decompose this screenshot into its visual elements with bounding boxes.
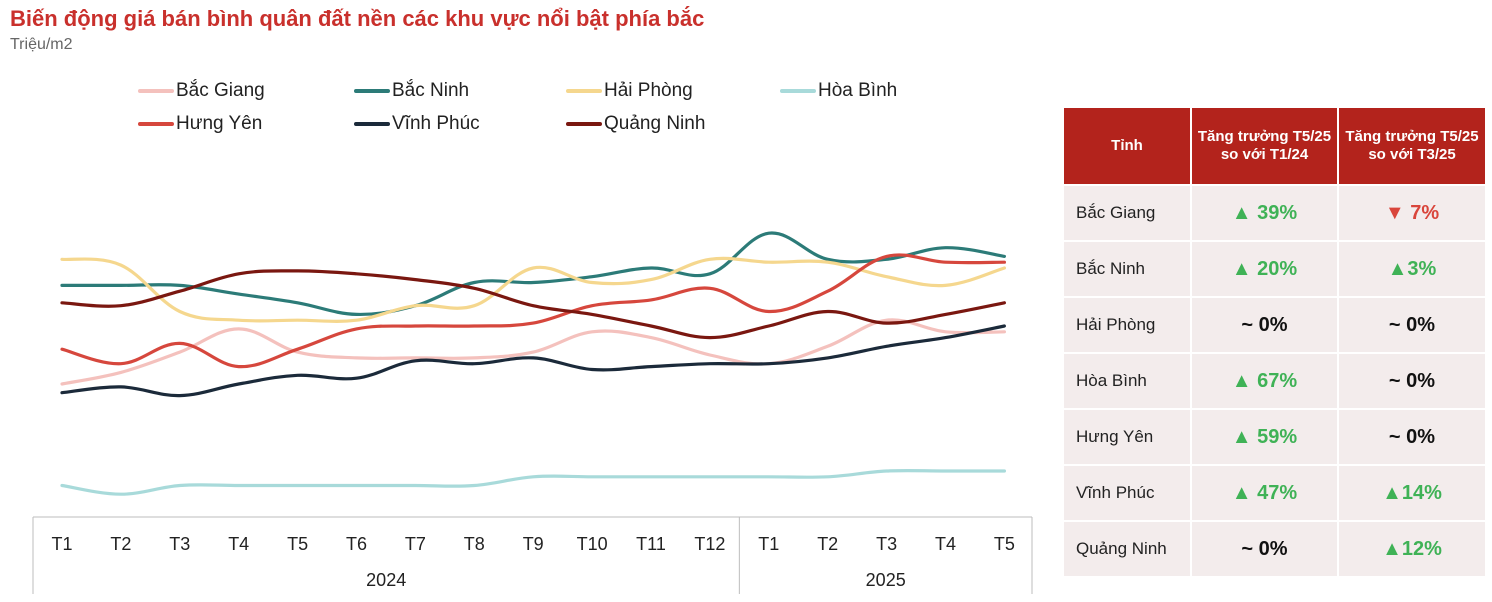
x-tick-label: T8 (464, 534, 485, 554)
province-cell: Bắc Giang (1064, 184, 1191, 241)
province-cell: Hải Phòng (1064, 296, 1191, 353)
x-tick-label: T2 (110, 534, 131, 554)
series-line (60, 269, 1006, 340)
x-tick-label: T6 (346, 534, 367, 554)
legend-label: Bắc Giang (176, 80, 265, 101)
legend-label: Vĩnh Phúc (392, 113, 480, 134)
line-chart: 2024 2025 T1 T2 T3 T4 T5 T6 T7 T8 T9 T10 T11 T12 T1 T2 T… (32, 231, 1033, 594)
province-cell: Hòa Bình (1064, 352, 1191, 409)
x-tick-label: T7 (405, 534, 426, 554)
x-tick-label: T4 (228, 534, 249, 554)
x-tick-label: T1 (51, 534, 72, 554)
province-cell: Bắc Ninh (1064, 240, 1191, 297)
growth-vs-t3-25-cell: ▲12% (1337, 520, 1485, 576)
x-tick-label: T11 (636, 534, 666, 554)
legend-item: Hưng Yên (138, 113, 262, 135)
series-line (60, 231, 1006, 317)
chart-title: Biến động giá bán bình quân đất nền các … (10, 6, 705, 31)
growth-vs-t1-24-cell: ~ 0% (1190, 296, 1338, 353)
legend-swatch (566, 122, 602, 126)
header-province: Tỉnh (1064, 108, 1191, 185)
legend-item: Hải Phòng (566, 80, 693, 102)
legend-swatch (354, 89, 390, 93)
legend-label: Hải Phòng (604, 80, 693, 101)
legend-item: Bắc Ninh (354, 80, 469, 102)
growth-vs-t3-25-cell: ~ 0% (1337, 296, 1485, 353)
x-group-label: 2024 (366, 570, 406, 590)
growth-vs-t1-24-cell: ▲ 47% (1190, 464, 1338, 521)
legend-swatch (138, 89, 174, 93)
x-tick-label: T9 (523, 534, 544, 554)
x-group-label: 2025 (866, 570, 906, 590)
series-line (60, 468, 1006, 496)
growth-vs-t1-24-cell: ▲ 39% (1190, 184, 1338, 241)
legend-label: Hưng Yên (176, 113, 263, 134)
header-growth-vs-t3-25: Tăng trưởng T5/25 so với T3/25 (1337, 108, 1485, 185)
growth-vs-t1-24-cell: ▲ 59% (1190, 408, 1338, 465)
growth-vs-t1-24-cell: ▲ 67% (1190, 352, 1338, 409)
table-row: Vĩnh Phúc ▲ 47% ▲14% (1064, 464, 1485, 521)
chart-unit: Triệu/m2 (10, 36, 73, 53)
growth-table: Tỉnh Tăng trưởng T5/25 so với T1/24 Tăng… (1064, 108, 1485, 576)
x-tick-label: T10 (577, 534, 608, 554)
table-row: Bắc Ninh ▲ 20% ▲3% (1064, 240, 1485, 297)
table-row: Hải Phòng ~ 0% ~ 0% (1064, 296, 1485, 353)
legend-swatch (780, 89, 816, 93)
province-cell: Quảng Ninh (1064, 520, 1191, 576)
x-tick-label: T12 (694, 534, 725, 554)
series-line (60, 324, 1006, 398)
growth-vs-t3-25-cell: ▲14% (1337, 464, 1485, 521)
header-growth-vs-t1-24: Tăng trưởng T5/25 so với T1/24 (1190, 108, 1338, 185)
growth-vs-t1-24-cell: ~ 0% (1190, 520, 1338, 576)
x-tick-label: T4 (935, 534, 956, 554)
growth-vs-t3-25-cell: ▲3% (1337, 240, 1485, 297)
legend-item: Bắc Giang (138, 80, 265, 102)
series-line (60, 253, 1006, 369)
x-tick-label: T3 (876, 534, 897, 554)
growth-vs-t1-24-cell: ▲ 20% (1190, 240, 1338, 297)
table-row: Hưng Yên ▲ 59% ~ 0% (1064, 408, 1485, 465)
x-tick-label: T3 (169, 534, 190, 554)
legend-item: Quảng Ninh (566, 113, 705, 135)
growth-vs-t3-25-cell: ~ 0% (1337, 408, 1485, 465)
legend-item: Hòa Bình (780, 80, 897, 102)
series-line (60, 318, 1006, 386)
legend-label: Hòa Bình (818, 80, 898, 101)
x-tick-label: T5 (994, 534, 1015, 554)
growth-table-header: Tỉnh Tăng trưởng T5/25 so với T1/24 Tăng… (1064, 108, 1485, 185)
province-cell: Vĩnh Phúc (1064, 464, 1191, 521)
legend-swatch (138, 122, 174, 126)
x-tick-label: T5 (287, 534, 308, 554)
legend-label: Quảng Ninh (604, 113, 706, 134)
table-row: Hòa Bình ▲ 67% ~ 0% (1064, 352, 1485, 409)
table-row: Bắc Giang ▲ 39% ▼ 7% (1064, 184, 1485, 241)
legend-swatch (354, 122, 390, 126)
table-row: Quảng Ninh ~ 0% ▲12% (1064, 520, 1485, 576)
growth-vs-t3-25-cell: ▼ 7% (1337, 184, 1485, 241)
x-tick-label: T1 (758, 534, 779, 554)
legend-swatch (566, 89, 602, 93)
legend-label: Bắc Ninh (392, 80, 470, 101)
series-line (60, 256, 1006, 323)
legend-item: Vĩnh Phúc (354, 113, 480, 135)
x-tick-label: T2 (817, 534, 838, 554)
growth-vs-t3-25-cell: ~ 0% (1337, 352, 1485, 409)
province-cell: Hưng Yên (1064, 408, 1191, 465)
